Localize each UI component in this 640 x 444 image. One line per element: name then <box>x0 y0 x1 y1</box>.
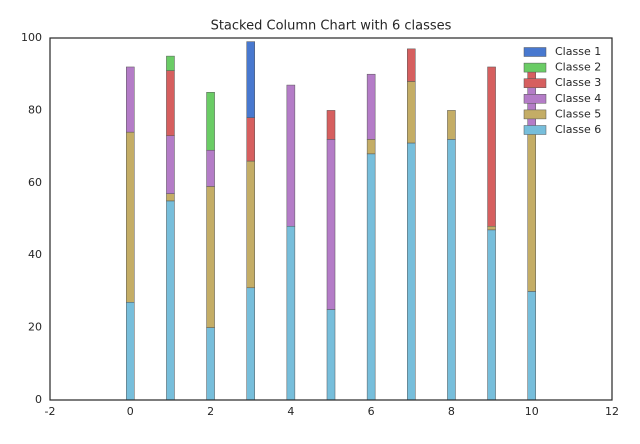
bar-segment <box>166 135 175 194</box>
bar-segment <box>527 81 536 133</box>
bar-segment <box>527 291 536 401</box>
bar-segment <box>126 302 135 401</box>
bar-segment <box>286 225 296 401</box>
bar-segment <box>487 66 496 227</box>
x-tick-label: 12 <box>605 405 619 418</box>
legend-swatch <box>523 125 547 135</box>
x-tick-label: 10 <box>525 405 539 418</box>
bar-segment <box>246 41 255 118</box>
y-tick-label: 60 <box>28 176 42 189</box>
bar-segment <box>166 55 175 71</box>
legend-swatch <box>523 109 547 120</box>
bar-segment <box>166 200 175 401</box>
bar-segment <box>407 81 416 144</box>
bar-segment <box>447 110 456 140</box>
y-tick-label: 20 <box>28 321 42 334</box>
x-tick-label: 2 <box>207 405 214 418</box>
bar-segment <box>407 48 416 82</box>
legend-label: Classe 4 <box>555 92 601 105</box>
legend-label: Classe 6 <box>555 123 601 136</box>
chart-title: Stacked Column Chart with 6 classes <box>211 19 452 34</box>
y-tick-label: 100 <box>21 31 42 44</box>
legend-label: Classe 1 <box>555 45 601 58</box>
bar-segment <box>487 229 496 401</box>
bar-segment <box>286 84 296 227</box>
x-tick-label: 4 <box>287 405 294 418</box>
bar-segment <box>487 225 496 231</box>
bar-segment <box>206 186 215 328</box>
legend-swatch <box>523 62 547 73</box>
bar-segment <box>326 110 336 140</box>
bar-segment <box>246 117 255 162</box>
bar-segment <box>326 139 336 310</box>
bar-segment <box>407 142 416 401</box>
legend-swatch <box>523 47 547 57</box>
y-tick-label: 40 <box>28 248 42 261</box>
legend-label: Classe 2 <box>555 61 601 74</box>
bar-segment <box>447 139 456 401</box>
bar-segment <box>126 66 135 133</box>
bar-segment <box>366 73 376 140</box>
y-tick-label: 0 <box>35 393 42 406</box>
bar-segment <box>366 139 376 155</box>
y-tick-label: 80 <box>28 103 42 116</box>
x-tick-label: 8 <box>448 405 455 418</box>
bar-segment <box>246 160 255 289</box>
bar-segment <box>126 131 135 303</box>
bar-segment <box>166 70 175 136</box>
bar-segment <box>206 92 215 151</box>
bar-segment <box>206 327 215 401</box>
bar-segment <box>246 287 255 401</box>
x-tick-label: -2 <box>45 405 56 418</box>
legend-label: Classe 3 <box>555 76 601 89</box>
legend-swatch <box>523 94 547 104</box>
bar-segment <box>326 309 336 401</box>
legend-swatch <box>523 78 547 88</box>
legend-label: Classe 5 <box>555 107 601 120</box>
bar-segment <box>166 193 175 202</box>
x-tick-label: 6 <box>368 405 375 418</box>
bar-segment <box>206 149 215 187</box>
plot-frame <box>49 37 613 401</box>
bar-segment <box>366 153 376 401</box>
bar-segment <box>527 131 536 292</box>
x-tick-label: 0 <box>127 405 134 418</box>
